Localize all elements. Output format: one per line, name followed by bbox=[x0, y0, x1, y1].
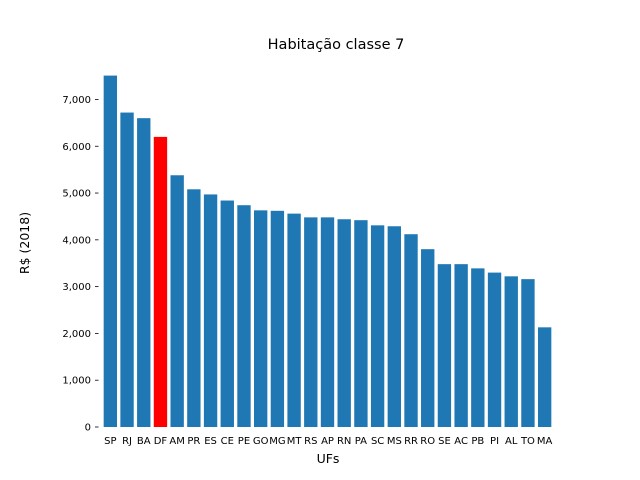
y-tick-label: 1,000 bbox=[62, 376, 91, 387]
bar-ma bbox=[537, 327, 552, 427]
x-tick-label-pi: PI bbox=[490, 436, 499, 447]
bar-ap bbox=[320, 217, 335, 427]
bar-ce bbox=[220, 200, 234, 427]
bar-rs bbox=[304, 217, 318, 427]
x-tick-label-al: AL bbox=[505, 436, 518, 447]
x-tick-label-sc: SC bbox=[371, 436, 384, 447]
x-tick-label-pe: PE bbox=[238, 436, 250, 447]
x-tick-label-pr: PR bbox=[187, 436, 200, 447]
x-axis-ticks: SP RJ BA DF AM PR ES CE PE GO MG MT RS AP RN PA SC MS RR RO… bbox=[104, 436, 552, 447]
bar-se bbox=[437, 264, 452, 427]
x-tick-label-es: ES bbox=[204, 436, 217, 447]
x-tick-label-df: DF bbox=[154, 436, 168, 447]
y-tick-label: 2,000 bbox=[62, 329, 91, 340]
x-tick-label-ce: CE bbox=[221, 436, 234, 447]
x-tick-label-ro: RO bbox=[420, 436, 435, 447]
y-tick-label: 3,000 bbox=[62, 282, 91, 293]
y-tick-label: 4,000 bbox=[62, 235, 91, 246]
x-tick-label-pb: PB bbox=[471, 436, 484, 447]
x-tick-label-ac: AC bbox=[454, 436, 468, 447]
bar-sc bbox=[370, 225, 385, 427]
bar-mt bbox=[287, 213, 301, 427]
bar-pe bbox=[237, 205, 251, 427]
bar-pr bbox=[187, 189, 201, 427]
bar-pi bbox=[487, 272, 502, 427]
x-tick-label-rs: RS bbox=[304, 436, 317, 447]
bar-ac bbox=[454, 264, 468, 427]
bar-rj bbox=[120, 112, 134, 427]
x-tick-label-pa: PA bbox=[355, 436, 367, 447]
x-tick-label-to: TO bbox=[520, 436, 535, 447]
x-tick-label-rj: RJ bbox=[122, 436, 132, 447]
bar-df bbox=[153, 136, 168, 427]
bar-pa bbox=[354, 220, 368, 427]
x-tick-label-mg: MG bbox=[269, 436, 285, 447]
bar-mg bbox=[270, 210, 285, 427]
x-tick-label-rn: RN bbox=[337, 436, 351, 447]
y-axis-label: R$ (2018) bbox=[17, 212, 32, 274]
bar-am bbox=[170, 175, 184, 427]
bar-to bbox=[521, 279, 535, 427]
bars-layer bbox=[103, 75, 552, 428]
x-tick-label-ms: MS bbox=[387, 436, 402, 447]
bar-rr bbox=[404, 234, 418, 427]
x-tick-label-ap: AP bbox=[321, 436, 334, 447]
x-tick-label-go: GO bbox=[253, 436, 269, 447]
y-axis-ticks: 0 1,000 2,000 3,000 4,000 5,000 6,000 7,000 bbox=[62, 95, 99, 434]
y-tick-label: 0 bbox=[85, 423, 91, 434]
x-tick-label-mt: MT bbox=[287, 436, 303, 447]
x-tick-label-ba: BA bbox=[137, 436, 151, 447]
y-tick-label: 5,000 bbox=[62, 189, 91, 200]
bar-sp bbox=[103, 75, 118, 427]
y-tick-label: 6,000 bbox=[62, 142, 91, 153]
x-tick-label-ma: MA bbox=[537, 436, 553, 447]
x-axis-label: UFs bbox=[317, 451, 340, 466]
x-tick-label-am: AM bbox=[169, 436, 184, 447]
x-tick-label-rr: RR bbox=[404, 436, 418, 447]
bar-ro bbox=[421, 249, 435, 427]
bar-go bbox=[254, 210, 268, 427]
x-tick-label-se: SE bbox=[438, 436, 451, 447]
bar-ba bbox=[137, 118, 151, 428]
bar-es bbox=[203, 194, 218, 427]
bar-rn bbox=[337, 219, 351, 427]
bar-ms bbox=[387, 226, 401, 427]
bar-al bbox=[504, 276, 518, 427]
chart-title: Habitação classe 7 bbox=[268, 37, 405, 53]
y-tick-label: 7,000 bbox=[62, 95, 91, 106]
x-tick-label-sp: SP bbox=[104, 436, 116, 447]
bar-pb bbox=[471, 268, 485, 427]
